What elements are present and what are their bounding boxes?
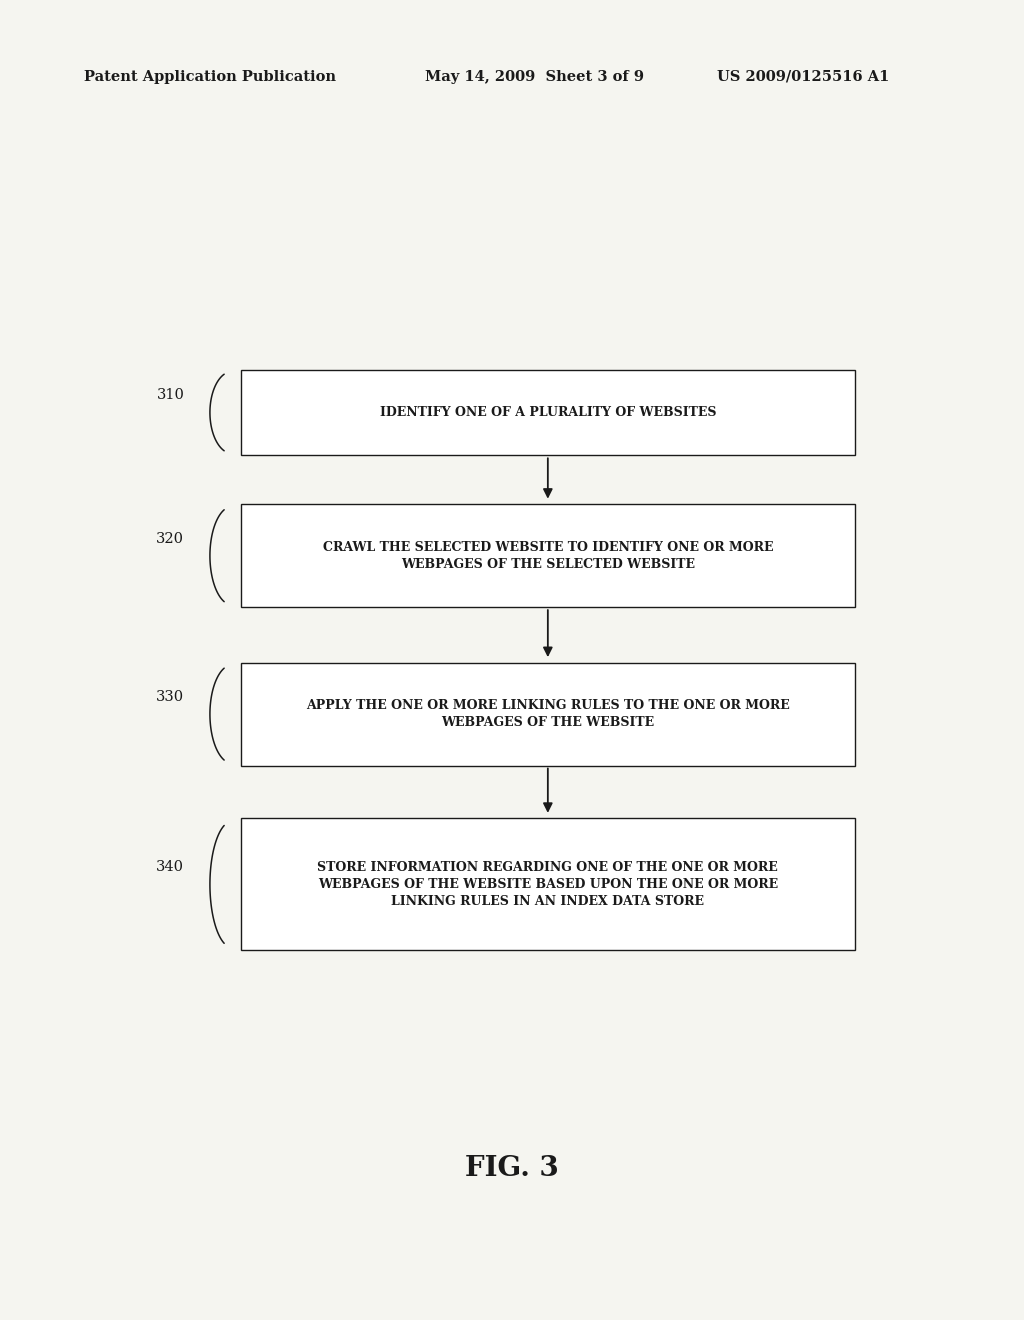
Text: 310: 310 — [157, 388, 184, 403]
Bar — [241, 663, 855, 766]
Text: 340: 340 — [157, 861, 184, 874]
Bar — [241, 504, 855, 607]
Text: US 2009/0125516 A1: US 2009/0125516 A1 — [717, 70, 889, 83]
Text: APPLY THE ONE OR MORE LINKING RULES TO THE ONE OR MORE
WEBPAGES OF THE WEBSITE: APPLY THE ONE OR MORE LINKING RULES TO T… — [306, 700, 790, 729]
Text: STORE INFORMATION REGARDING ONE OF THE ONE OR MORE
WEBPAGES OF THE WEBSITE BASED: STORE INFORMATION REGARDING ONE OF THE O… — [317, 861, 778, 908]
Text: 330: 330 — [157, 690, 184, 704]
Text: IDENTIFY ONE OF A PLURALITY OF WEBSITES: IDENTIFY ONE OF A PLURALITY OF WEBSITES — [380, 407, 716, 418]
Bar — [241, 370, 855, 455]
Bar — [241, 818, 855, 950]
Text: May 14, 2009  Sheet 3 of 9: May 14, 2009 Sheet 3 of 9 — [425, 70, 644, 83]
Text: CRAWL THE SELECTED WEBSITE TO IDENTIFY ONE OR MORE
WEBPAGES OF THE SELECTED WEBS: CRAWL THE SELECTED WEBSITE TO IDENTIFY O… — [323, 541, 773, 570]
Text: FIG. 3: FIG. 3 — [465, 1155, 559, 1181]
Text: 320: 320 — [157, 532, 184, 545]
Text: Patent Application Publication: Patent Application Publication — [84, 70, 336, 83]
